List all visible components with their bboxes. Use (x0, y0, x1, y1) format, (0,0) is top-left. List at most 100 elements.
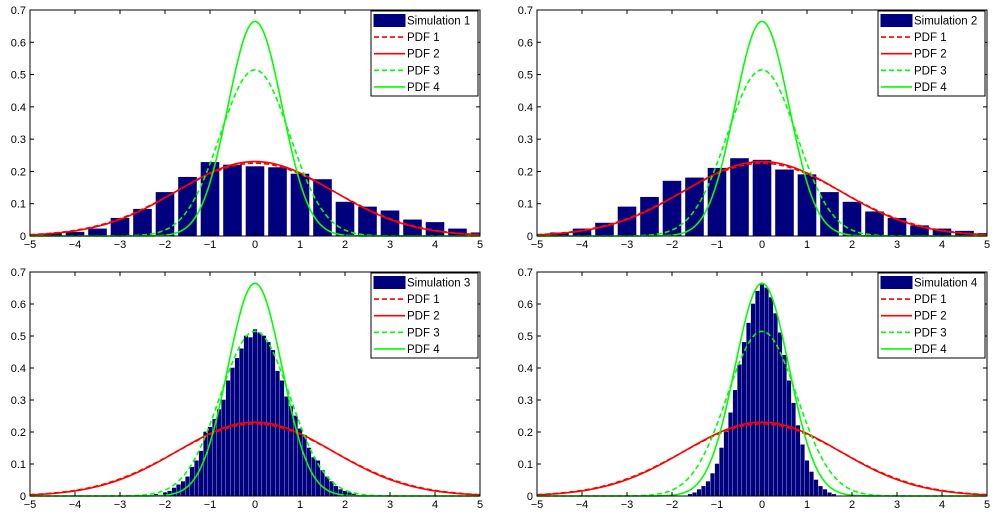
histogram-bar (777, 332, 783, 497)
x-tick-label: 0 (759, 499, 765, 511)
x-tick-label: 2 (342, 499, 348, 511)
x-tick-label: 0 (759, 239, 765, 251)
histogram-bars (687, 284, 837, 497)
x-tick-label: 1 (804, 239, 810, 251)
x-tick-label: 3 (387, 239, 393, 251)
histogram-bar (335, 201, 355, 237)
y-tick-label: 0.2 (518, 166, 533, 178)
y-tick-label: 0.1 (518, 199, 533, 211)
histogram-bar (809, 471, 814, 497)
histogram-bar (804, 460, 810, 497)
histogram-bar (88, 228, 107, 237)
y-tick-label: 0.3 (518, 395, 533, 407)
histogram-bar (243, 335, 249, 497)
histogram-bar (245, 166, 265, 237)
histogram-bar (266, 342, 271, 497)
histogram-bar (768, 297, 774, 497)
histogram-bar (842, 201, 862, 237)
x-tick-label: −2 (666, 239, 679, 251)
legend: Simulation 2 PDF 1 PDF 2 PDF 3 PDF 4 (877, 10, 986, 97)
legend-label: PDF 2 (914, 311, 947, 323)
legend-label: Simulation 4 (914, 278, 978, 290)
x-tick-label: 2 (849, 239, 855, 251)
pdf-curve (29, 421, 481, 496)
histogram-bar (759, 284, 765, 497)
y-tick-label: 0.7 (518, 5, 533, 17)
legend-label: Simulation 3 (407, 278, 470, 290)
histogram-bar (288, 406, 294, 497)
histogram-bar (723, 431, 729, 497)
x-tick-label: 2 (342, 239, 348, 251)
histogram-bar (176, 484, 181, 497)
histogram-bar (741, 342, 747, 497)
x-tick-label: −3 (621, 499, 634, 511)
x-tick-label: −1 (711, 239, 724, 251)
histogram-bar (203, 431, 208, 497)
histogram-bar (786, 380, 792, 497)
histogram-bars (536, 158, 988, 237)
legend-label: Simulation 2 (914, 16, 977, 28)
histogram-bar (820, 192, 839, 237)
legend-swatch (880, 14, 913, 27)
y-tick-label: 0.5 (11, 70, 26, 82)
histogram-bars (43, 162, 481, 237)
histogram-bar (791, 402, 796, 497)
legend-label: PDF 1 (914, 294, 947, 306)
y-tick-label: 0.4 (518, 363, 533, 375)
chart-panel-4: −5 −4 −3 −2 −1 0 1 2 3 4 5 0 0.1 0.2 0.3 0.4 0.5 0.6 0.7 Si… (518, 267, 990, 511)
x-tick-label: 4 (432, 499, 438, 511)
histogram-bar (223, 164, 242, 237)
legend-swatch (880, 276, 913, 289)
x-tick-label: −4 (576, 239, 589, 251)
histogram-bar (640, 196, 659, 237)
y-tick-label: 0.4 (11, 363, 26, 375)
x-tick-label: −2 (159, 499, 172, 511)
y-tick-label: 0 (20, 231, 26, 243)
x-tick-label: 5 (477, 239, 483, 251)
histogram-bar (705, 481, 711, 497)
y-tick-label: 0.5 (518, 331, 533, 343)
legend-label: PDF 3 (914, 65, 947, 77)
legend-label: PDF 1 (407, 294, 440, 306)
histogram-bar (279, 380, 285, 497)
x-tick-label: −5 (24, 499, 37, 511)
legend-label: PDF 1 (407, 32, 440, 44)
y-tick-label: 0.6 (518, 299, 533, 311)
legend-label: PDF 2 (407, 311, 440, 323)
histogram-bar (730, 158, 749, 237)
legend-label: PDF 4 (914, 82, 947, 94)
histogram-bar (275, 370, 280, 497)
x-tick-label: 5 (984, 239, 990, 251)
x-tick-label: −1 (711, 499, 724, 511)
histogram-bar (230, 367, 235, 497)
histogram-bar (198, 450, 204, 497)
histogram-bar (284, 396, 289, 497)
legend-label: PDF 1 (914, 32, 947, 44)
histogram-bar (822, 489, 828, 497)
x-tick-label: −5 (531, 499, 544, 511)
y-tick-label: 0.1 (518, 459, 533, 471)
histogram-bar (818, 486, 823, 497)
y-tick-label: 0.7 (11, 5, 26, 17)
x-tick-label: −4 (576, 499, 589, 511)
y-tick-label: 0.6 (518, 37, 533, 49)
x-tick-label: 4 (939, 239, 945, 251)
histogram-bar (795, 425, 801, 497)
legend: Simulation 1 PDF 1 PDF 2 PDF 3 PDF 4 (370, 10, 479, 97)
histogram-bar (248, 337, 253, 497)
histogram-bar (252, 329, 258, 497)
histogram-bar (221, 399, 226, 497)
histogram-bars (153, 329, 357, 497)
histogram-bar (261, 335, 267, 497)
histogram-bar (746, 322, 751, 497)
x-tick-label: −5 (531, 239, 544, 251)
y-tick-label: 0.4 (11, 102, 26, 114)
x-tick-label: −4 (69, 499, 82, 511)
histogram-bar (737, 364, 742, 497)
y-tick-label: 0 (527, 491, 533, 503)
x-tick-label: −4 (69, 239, 82, 251)
y-tick-label: 0.1 (11, 459, 26, 471)
pdf-curve (536, 160, 988, 236)
histogram-bar (257, 332, 262, 497)
histogram-bar (714, 463, 720, 497)
